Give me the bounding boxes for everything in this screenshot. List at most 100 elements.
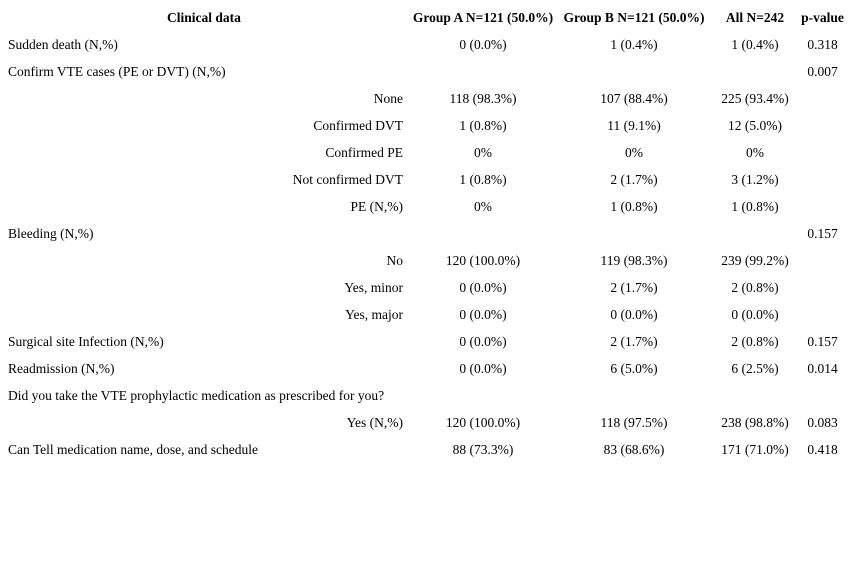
- p-value-cell: [800, 274, 853, 301]
- row-label-cell: Confirm VTE cases (PE or DVT) (N,%): [8, 64, 226, 79]
- p-value-cell: [800, 382, 853, 409]
- p-value-cell: 0.418: [807, 442, 838, 457]
- p-value-cell: 0.157: [807, 334, 838, 349]
- table-body: Sudden death (N,%) 0 (0.0%) 1 (0.4%) 1 (…: [0, 31, 853, 463]
- table-row: Yes, major 0 (0.0%) 0 (0.0%) 0 (0.0%): [0, 301, 853, 328]
- group-b-value-cell: 2 (1.7%): [610, 280, 658, 295]
- all-value-cell: 0 (0.0%): [731, 307, 779, 322]
- table-row: PE (N,%) 0% 1 (0.8%) 1 (0.8%): [0, 193, 853, 220]
- group-a-value-cell: 1 (0.8%): [459, 172, 507, 187]
- group-a-value-cell: [408, 58, 558, 85]
- p-value-cell: [800, 166, 853, 193]
- group-a-value-cell: 118 (98.3%): [449, 91, 517, 106]
- group-a-value-cell: 0%: [474, 199, 492, 214]
- table-row: Yes (N,%) 120 (100.0%) 118 (97.5%) 238 (…: [0, 409, 853, 436]
- group-a-value-cell: 0 (0.0%): [459, 280, 507, 295]
- table-row: Can Tell medication name, dose, and sche…: [0, 436, 853, 463]
- p-value-cell: 0.007: [807, 64, 838, 79]
- table-row: None 118 (98.3%) 107 (88.4%) 225 (93.4%): [0, 85, 853, 112]
- group-a-value-cell: 88 (73.3%): [452, 442, 514, 457]
- group-a-value-cell: 0 (0.0%): [459, 37, 507, 52]
- p-value-cell: [800, 139, 853, 166]
- group-a-value-cell: 1 (0.8%): [459, 118, 507, 133]
- row-label-cell: Not confirmed DVT: [292, 172, 403, 187]
- p-value-cell: 0.083: [807, 415, 838, 430]
- p-value-cell: 0.318: [807, 37, 838, 52]
- row-label-cell: None: [373, 91, 403, 106]
- p-value-cell: 0.157: [807, 226, 838, 241]
- group-a-value-cell: [408, 382, 558, 409]
- column-header-group-b: Group B N=121 (50.0%): [563, 10, 705, 25]
- group-b-value-cell: 11 (9.1%): [607, 118, 661, 133]
- row-label-cell: Confirmed DVT: [313, 118, 403, 133]
- all-value-cell: 12 (5.0%): [728, 118, 782, 133]
- all-value-cell: [710, 58, 800, 85]
- all-value-cell: 239 (99.2%): [721, 253, 789, 268]
- header-row: Clinical data Group A N=121 (50.0%) Grou…: [0, 4, 853, 31]
- all-value-cell: 2 (0.8%): [731, 280, 779, 295]
- column-header-clinical-data: Clinical data: [167, 10, 241, 25]
- all-value-cell: 1 (0.4%): [731, 37, 779, 52]
- group-a-value-cell: 0 (0.0%): [459, 361, 507, 376]
- group-b-value-cell: [558, 220, 710, 247]
- all-value-cell: 2 (0.8%): [731, 334, 779, 349]
- row-label-cell: Confirmed PE: [325, 145, 403, 160]
- row-label-cell: Did you take the VTE prophylactic medica…: [8, 388, 385, 403]
- group-b-value-cell: 83 (68.6%): [603, 442, 665, 457]
- row-label-cell: Yes, major: [345, 307, 403, 322]
- group-a-value-cell: 0%: [474, 145, 492, 160]
- group-b-value-cell: [558, 58, 710, 85]
- p-value-cell: [800, 85, 853, 112]
- row-label-cell: Yes (N,%): [346, 415, 403, 430]
- group-b-value-cell: [558, 382, 710, 409]
- table-row: Did you take the VTE prophylactic medica…: [0, 382, 853, 409]
- p-value-cell: [800, 247, 853, 274]
- group-b-value-cell: 119 (98.3%): [600, 253, 668, 268]
- table-row: Surgical site Infection (N,%) 0 (0.0%) 2…: [0, 328, 853, 355]
- all-value-cell: [710, 220, 800, 247]
- all-value-cell: 3 (1.2%): [731, 172, 779, 187]
- row-label-cell: Can Tell medication name, dose, and sche…: [8, 442, 258, 457]
- table-row: Not confirmed DVT 1 (0.8%) 2 (1.7%) 3 (1…: [0, 166, 853, 193]
- table-row: Confirm VTE cases (PE or DVT) (N,%) 0.00…: [0, 58, 853, 85]
- group-a-value-cell: [408, 220, 558, 247]
- table-row: Confirmed PE 0% 0% 0%: [0, 139, 853, 166]
- group-b-value-cell: 6 (5.0%): [610, 361, 658, 376]
- group-b-value-cell: 2 (1.7%): [610, 172, 658, 187]
- group-a-value-cell: 120 (100.0%): [445, 415, 521, 430]
- table-row: Readmission (N,%) 0 (0.0%) 6 (5.0%) 6 (2…: [0, 355, 853, 382]
- p-value-cell: [800, 301, 853, 328]
- table-row: Confirmed DVT 1 (0.8%) 11 (9.1%) 12 (5.0…: [0, 112, 853, 139]
- p-value-cell: [800, 193, 853, 220]
- row-label-cell: Surgical site Infection (N,%): [8, 334, 164, 349]
- all-value-cell: 171 (71.0%): [721, 442, 789, 457]
- row-label-cell: PE (N,%): [350, 199, 404, 214]
- all-value-cell: 238 (98.8%): [721, 415, 789, 430]
- column-header-p-value: p-value: [801, 10, 844, 25]
- group-b-value-cell: 0%: [625, 145, 643, 160]
- row-label-cell: Sudden death (N,%): [8, 37, 118, 52]
- group-b-value-cell: 118 (97.5%): [600, 415, 668, 430]
- row-label-cell: Yes, minor: [344, 280, 403, 295]
- clinical-data-table: Clinical data Group A N=121 (50.0%) Grou…: [0, 4, 853, 463]
- p-value-cell: 0.014: [807, 361, 838, 376]
- p-value-cell: [800, 112, 853, 139]
- all-value-cell: 6 (2.5%): [731, 361, 779, 376]
- group-a-value-cell: 120 (100.0%): [445, 253, 521, 268]
- all-value-cell: [710, 382, 800, 409]
- table-row: Sudden death (N,%) 0 (0.0%) 1 (0.4%) 1 (…: [0, 31, 853, 58]
- group-b-value-cell: 0 (0.0%): [610, 307, 658, 322]
- group-a-value-cell: 0 (0.0%): [459, 334, 507, 349]
- row-label-cell: Readmission (N,%): [8, 361, 115, 376]
- group-b-value-cell: 1 (0.4%): [610, 37, 658, 52]
- group-b-value-cell: 107 (88.4%): [600, 91, 668, 106]
- all-value-cell: 0%: [746, 145, 764, 160]
- column-header-group-a: Group A N=121 (50.0%): [412, 10, 554, 25]
- all-value-cell: 225 (93.4%): [721, 91, 789, 106]
- table-row: No 120 (100.0%) 119 (98.3%) 239 (99.2%): [0, 247, 853, 274]
- all-value-cell: 1 (0.8%): [731, 199, 779, 214]
- table-header: Clinical data Group A N=121 (50.0%) Grou…: [0, 4, 853, 31]
- group-b-value-cell: 1 (0.8%): [610, 199, 658, 214]
- column-header-all: All N=242: [725, 10, 785, 25]
